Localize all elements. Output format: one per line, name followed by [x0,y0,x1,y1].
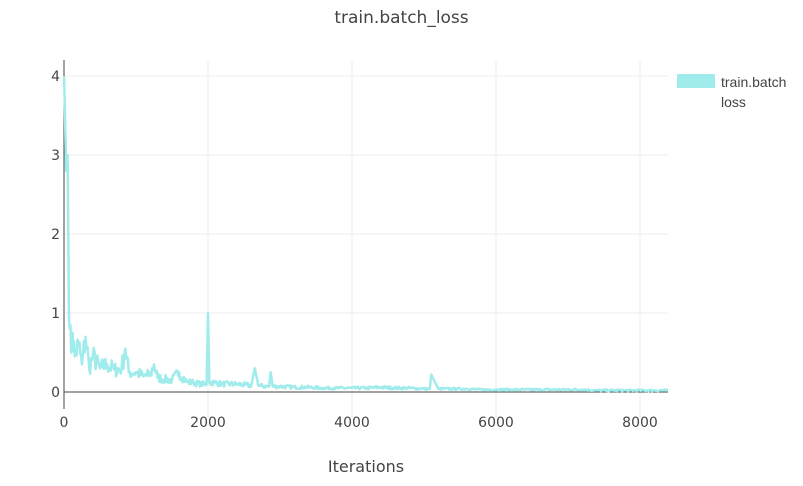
legend-swatch-icon[interactable] [677,74,715,88]
y-tick-label: 3 [51,148,60,164]
x-tick-label: 0 [60,415,69,431]
y-tick-label: 4 [51,69,60,85]
x-axis-label: Iterations [327,457,405,476]
x-tick-label: 4000 [334,415,370,431]
x-tick-label: 2000 [190,415,226,431]
y-tick-label: 2 [51,227,60,243]
x-tick-label: 6000 [478,415,514,431]
legend-label-line2: loss [721,94,746,110]
loss-series-line[interactable] [62,75,669,393]
x-tick-label: 8000 [622,415,658,431]
legend-label-line1: train.batch [721,74,787,90]
tick-labels: 0 2000 4000 6000 8000 0 1 2 3 4 [51,69,658,431]
y-tick-label: 0 [51,385,60,401]
chart-title: train.batch_loss [334,8,469,28]
y-tick-label: 1 [51,306,60,322]
legend-label[interactable]: train.batch loss [721,72,801,112]
gridlines [64,60,668,420]
